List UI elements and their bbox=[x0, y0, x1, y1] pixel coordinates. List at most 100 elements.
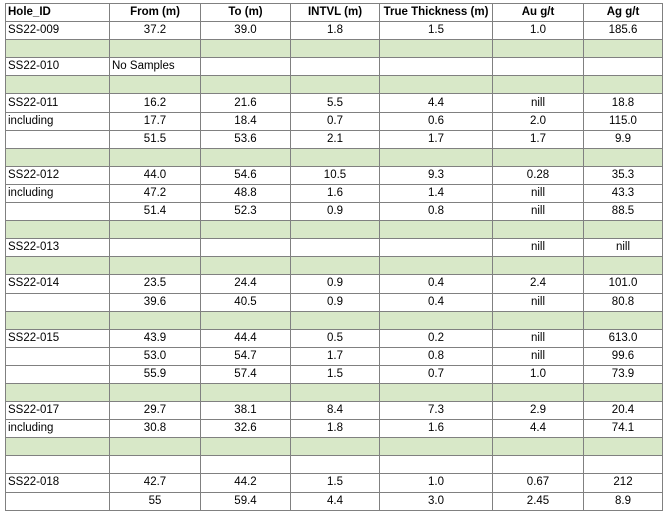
separator-cell[interactable] bbox=[200, 437, 291, 457]
cell-interval[interactable]: 10.5 bbox=[290, 165, 380, 185]
cell-true-thickness[interactable] bbox=[379, 57, 493, 77]
cell-true-thickness[interactable]: 4.4 bbox=[379, 93, 493, 113]
separator-cell[interactable] bbox=[5, 147, 110, 167]
cell-hole-id[interactable]: including bbox=[5, 419, 110, 439]
cell-from[interactable]: 53.0 bbox=[109, 346, 201, 366]
separator-cell[interactable] bbox=[109, 220, 201, 240]
cell-hole-id[interactable] bbox=[5, 364, 110, 384]
cell-true-thickness[interactable]: 1.6 bbox=[379, 419, 493, 439]
cell-true-thickness[interactable]: 1.0 bbox=[379, 473, 493, 493]
cell-interval[interactable]: 1.5 bbox=[290, 473, 380, 493]
separator-cell[interactable] bbox=[5, 75, 110, 95]
cell-ag[interactable]: 43.3 bbox=[583, 183, 663, 204]
cell-true-thickness[interactable]: 0.6 bbox=[379, 111, 493, 131]
separator-cell[interactable] bbox=[109, 39, 201, 59]
cell-au[interactable]: nill bbox=[492, 183, 584, 204]
cell-interval[interactable]: 0.9 bbox=[290, 202, 380, 222]
separator-cell[interactable] bbox=[5, 382, 110, 403]
cell-from[interactable]: 55 bbox=[109, 491, 201, 511]
separator-cell[interactable] bbox=[109, 147, 201, 167]
cell-ag[interactable]: 185.6 bbox=[583, 21, 663, 41]
cell-to[interactable]: 52.3 bbox=[200, 202, 291, 222]
cell-true-thickness[interactable]: 0.4 bbox=[379, 274, 493, 294]
cell-from[interactable]: 51.5 bbox=[109, 129, 201, 149]
cell-from[interactable]: 39.6 bbox=[109, 292, 201, 312]
cell-interval[interactable]: 0.7 bbox=[290, 111, 380, 131]
cell-au[interactable]: 2.0 bbox=[492, 111, 584, 131]
cell-ag[interactable]: 99.6 bbox=[583, 346, 663, 366]
cell-to[interactable]: 40.5 bbox=[200, 292, 291, 312]
cell-ag[interactable]: 101.0 bbox=[583, 274, 663, 294]
separator-cell[interactable] bbox=[109, 310, 201, 330]
separator-cell[interactable] bbox=[290, 147, 380, 167]
cell-interval[interactable]: 1.8 bbox=[290, 419, 380, 439]
separator-cell[interactable] bbox=[109, 75, 201, 95]
cell-true-thickness[interactable]: 1.7 bbox=[379, 129, 493, 149]
cell-from[interactable]: 55.9 bbox=[109, 364, 201, 384]
separator-cell[interactable] bbox=[290, 39, 380, 59]
separator-cell[interactable] bbox=[492, 39, 584, 59]
cell-hole-id[interactable]: including bbox=[5, 183, 110, 204]
cell-to[interactable]: 54.6 bbox=[200, 165, 291, 185]
separator-cell[interactable] bbox=[583, 147, 663, 167]
separator-cell[interactable] bbox=[290, 256, 380, 276]
cell-to[interactable]: 44.4 bbox=[200, 328, 291, 348]
separator-cell[interactable] bbox=[379, 39, 493, 59]
cell-ag[interactable]: 35.3 bbox=[583, 165, 663, 185]
cell-hole-id[interactable]: including bbox=[5, 111, 110, 131]
separator-cell[interactable] bbox=[109, 256, 201, 276]
cell-from[interactable]: No Samples bbox=[109, 57, 201, 77]
cell-au[interactable]: nill bbox=[492, 328, 584, 348]
cell-from[interactable]: 51.4 bbox=[109, 202, 201, 222]
cell-au[interactable]: 0.28 bbox=[492, 165, 584, 185]
cell-au[interactable]: 1.0 bbox=[492, 364, 584, 384]
cell-hole-id[interactable]: SS22-015 bbox=[5, 328, 110, 348]
cell-hole-id[interactable] bbox=[5, 491, 110, 511]
separator-cell[interactable] bbox=[379, 147, 493, 167]
cell-to[interactable]: 54.7 bbox=[200, 346, 291, 366]
cell-au[interactable]: 2.9 bbox=[492, 401, 584, 421]
cell-interval[interactable]: 5.5 bbox=[290, 93, 380, 113]
cell-ag[interactable]: 212 bbox=[583, 473, 663, 493]
cell-from[interactable]: 29.7 bbox=[109, 401, 201, 421]
cell-ag[interactable]: nill bbox=[583, 238, 663, 258]
cell-ag[interactable]: 18.8 bbox=[583, 93, 663, 113]
cell-to[interactable]: 59.4 bbox=[200, 491, 291, 511]
cell-au[interactable]: 1.0 bbox=[492, 21, 584, 41]
separator-cell[interactable] bbox=[492, 256, 584, 276]
cell-true-thickness[interactable]: 0.2 bbox=[379, 328, 493, 348]
cell-ag[interactable]: 115.0 bbox=[583, 111, 663, 131]
cell-from[interactable]: 37.2 bbox=[109, 21, 201, 41]
separator-cell[interactable] bbox=[200, 220, 291, 240]
separator-cell[interactable] bbox=[5, 220, 110, 240]
separator-cell[interactable] bbox=[583, 75, 663, 95]
separator-cell[interactable] bbox=[583, 310, 663, 330]
separator-cell[interactable] bbox=[290, 455, 380, 475]
cell-interval[interactable] bbox=[290, 57, 380, 77]
cell-au[interactable]: nill bbox=[492, 93, 584, 113]
separator-cell[interactable] bbox=[492, 437, 584, 457]
cell-au[interactable] bbox=[492, 57, 584, 77]
header-true-thickness[interactable]: True Thickness (m) bbox=[379, 2, 493, 23]
header-hole-id[interactable]: Hole_ID bbox=[5, 2, 110, 23]
separator-cell[interactable] bbox=[379, 437, 493, 457]
cell-hole-id[interactable] bbox=[5, 202, 110, 222]
cell-interval[interactable]: 0.9 bbox=[290, 292, 380, 312]
separator-cell[interactable] bbox=[583, 437, 663, 457]
cell-to[interactable] bbox=[200, 238, 291, 258]
separator-cell[interactable] bbox=[583, 256, 663, 276]
cell-au[interactable]: nill bbox=[492, 292, 584, 312]
cell-true-thickness[interactable]: 3.0 bbox=[379, 491, 493, 511]
cell-hole-id[interactable]: SS22-012 bbox=[5, 165, 110, 185]
separator-cell[interactable] bbox=[109, 437, 201, 457]
cell-to[interactable]: 38.1 bbox=[200, 401, 291, 421]
separator-cell[interactable] bbox=[290, 437, 380, 457]
cell-interval[interactable]: 4.4 bbox=[290, 491, 380, 511]
cell-interval[interactable]: 2.1 bbox=[290, 129, 380, 149]
cell-au[interactable]: nill bbox=[492, 346, 584, 366]
separator-cell[interactable] bbox=[5, 437, 110, 457]
separator-cell[interactable] bbox=[379, 455, 493, 475]
header-ag[interactable]: Ag g/t bbox=[583, 2, 663, 23]
cell-to[interactable]: 44.2 bbox=[200, 473, 291, 493]
cell-from[interactable]: 30.8 bbox=[109, 419, 201, 439]
